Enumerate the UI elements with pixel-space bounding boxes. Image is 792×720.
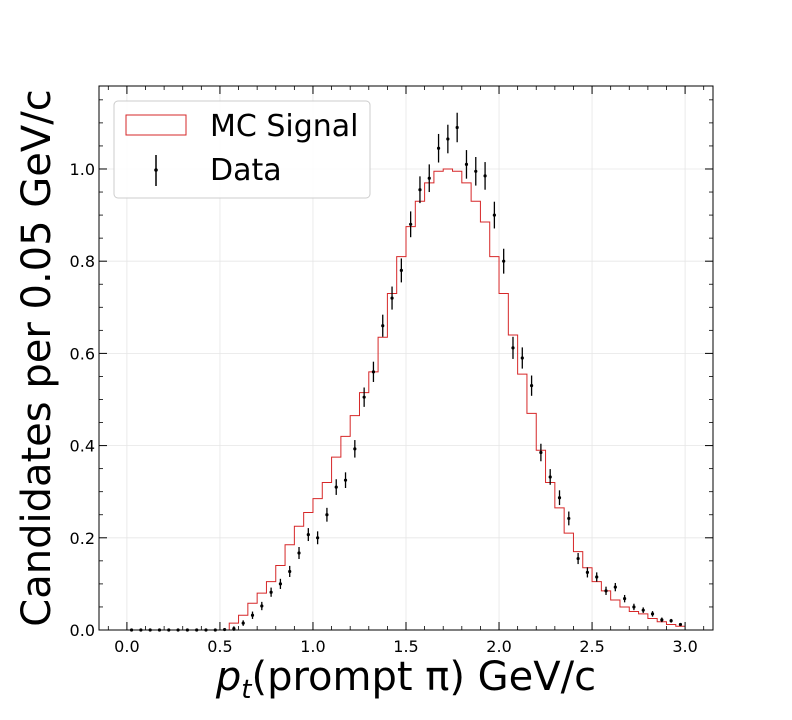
data-point <box>604 589 608 593</box>
data-point <box>436 146 441 150</box>
data-point <box>539 450 543 455</box>
data-point <box>613 585 617 589</box>
x-axis-title-subscript: t <box>241 675 252 705</box>
legend-mc-signal-swatch <box>125 114 187 136</box>
y-tick-label: 0.8 <box>70 252 95 271</box>
data-point <box>455 125 459 130</box>
data-point <box>464 162 469 166</box>
data-point <box>669 619 673 623</box>
y-tick-label: 1.0 <box>70 160 95 179</box>
data-point <box>474 169 478 173</box>
x-axis-title-rest: (prompt π) GeV/c <box>251 654 596 700</box>
legend-data-label: Data <box>210 153 282 188</box>
data-point <box>232 627 236 631</box>
data-point <box>585 570 590 574</box>
data-point <box>269 590 273 594</box>
data-point <box>427 176 431 180</box>
data-point <box>381 324 385 328</box>
data-point <box>623 597 627 601</box>
data-point <box>511 346 515 350</box>
data-point <box>418 188 422 192</box>
x-tick-label: 2.5 <box>579 637 604 656</box>
y-tick-label: 0.0 <box>70 621 95 640</box>
data-point <box>446 137 450 141</box>
x-tick-label: 1.5 <box>393 637 418 656</box>
x-tick-label: 0.5 <box>207 637 232 656</box>
legend-box <box>113 100 371 199</box>
y-tick-label: 0.4 <box>70 437 95 456</box>
axis-ticks <box>99 86 713 631</box>
data-point <box>678 622 683 627</box>
data-point <box>641 608 645 612</box>
data-point <box>362 395 366 399</box>
y-tick-label: 0.6 <box>70 344 95 363</box>
data-point <box>660 618 664 622</box>
data-point <box>557 496 562 500</box>
data-point <box>390 296 394 300</box>
data-point <box>409 222 413 226</box>
data-point <box>306 532 310 537</box>
legend-data-marker <box>154 168 158 172</box>
data-point <box>334 485 338 489</box>
data-point <box>595 575 599 579</box>
data-point <box>297 551 301 555</box>
data-point <box>529 384 534 388</box>
data-point <box>260 604 264 608</box>
data-point <box>502 259 506 263</box>
data-point <box>650 612 655 616</box>
legend-mc-signal-label: MC Signal <box>210 109 359 144</box>
data-point <box>250 613 255 617</box>
data-point <box>278 582 283 586</box>
data-point <box>548 475 552 479</box>
data-point <box>371 370 376 374</box>
data-point <box>492 213 496 217</box>
data-point <box>325 513 329 517</box>
data-point <box>632 605 636 609</box>
x-axis-title-symbol: p <box>215 654 241 700</box>
data-point <box>576 556 580 561</box>
x-tick-label: 2.0 <box>486 637 511 656</box>
x-tick-label: 1.0 <box>300 637 325 656</box>
y-axis-title: Candidates per 0.05 GeV/c <box>14 89 60 626</box>
y-tick-label: 0.2 <box>70 529 95 548</box>
legend: MC Signal Data <box>113 100 371 199</box>
data-point <box>399 268 403 273</box>
data-point <box>241 621 245 625</box>
x-tick-label: 3.0 <box>672 637 697 656</box>
data-point <box>353 447 357 451</box>
data-point <box>343 478 348 482</box>
data-point <box>316 536 320 540</box>
x-tick-label: 0.0 <box>114 637 139 656</box>
data-point <box>520 356 524 360</box>
x-axis-title: pt(prompt π) GeV/c <box>215 654 596 705</box>
tick-labels: 0.0 0.5 1.0 1.5 2.0 2.5 3.0 0.0 0.2 0.4 0.6 0.8 1.0 <box>70 160 698 656</box>
data-point <box>567 516 571 521</box>
data-point <box>288 569 292 574</box>
data-point <box>483 174 487 178</box>
